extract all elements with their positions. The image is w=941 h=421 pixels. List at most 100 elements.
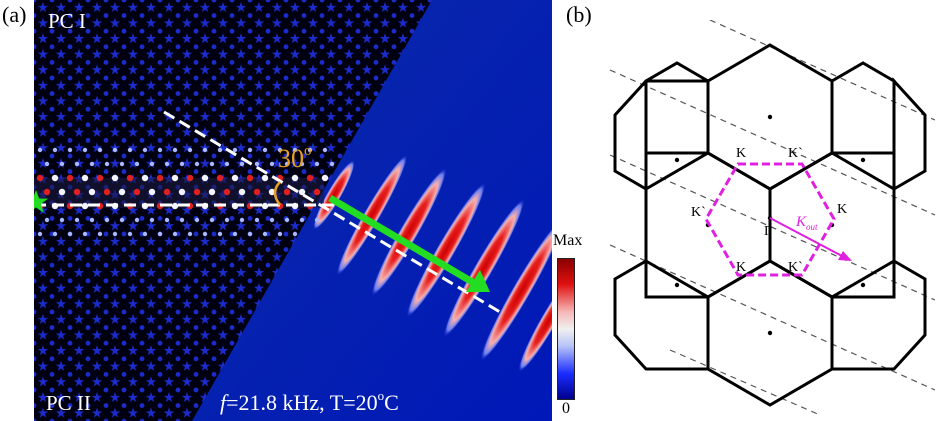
edge-field-dot: [141, 174, 149, 182]
edge-field-dot: [89, 161, 95, 167]
edge-field-dot: [254, 217, 260, 223]
edge-field-dot: [134, 217, 140, 223]
edge-field-dot: [261, 174, 269, 182]
edge-field-dot: [314, 161, 320, 167]
edge-field-dot: [88, 188, 96, 196]
edge-field-dot: [239, 217, 245, 223]
edge-field-dot: [164, 217, 170, 223]
edge-field-dot: [37, 147, 43, 153]
edge-field-dot: [96, 174, 104, 182]
k-out-label: Kout: [795, 214, 818, 232]
k-point-label: K: [837, 202, 847, 217]
edge-field-dot: [134, 161, 140, 167]
gamma-point-label: Γ: [764, 224, 772, 239]
edge-field-dot: [81, 174, 89, 182]
edge-field-dot: [283, 188, 291, 196]
edge-field-dot: [172, 231, 178, 237]
edge-field-dot: [126, 174, 134, 182]
edge-field-dot: [232, 231, 238, 237]
edge-field-dot: [157, 147, 163, 153]
edge-field-dot: [284, 217, 290, 223]
edge-field-dot: [118, 188, 126, 196]
colorbar: [557, 258, 575, 400]
edge-field-dot: [194, 217, 200, 223]
edge-field-dot: [58, 188, 66, 196]
edge-field-dot: [209, 217, 215, 223]
edge-field-dot: [112, 231, 118, 237]
edge-field-dot: [313, 188, 321, 196]
angle-arc: [273, 181, 282, 206]
edge-field-dot: [224, 161, 230, 167]
edge-field-dot: [142, 231, 148, 237]
edge-field-dot: [66, 174, 74, 182]
edge-field-dot: [224, 217, 230, 223]
edge-field-dot: [179, 217, 185, 223]
colorbar-min-label: 0: [562, 400, 570, 417]
edge-field-dot: [217, 231, 223, 237]
edge-field-dot: [284, 161, 290, 167]
k-prime-point-label: K`: [691, 205, 706, 220]
edge-field-dot: [193, 188, 201, 196]
edge-field-dot: [232, 147, 238, 153]
edge-field-dot: [103, 188, 111, 196]
edge-field-dot: [208, 188, 216, 196]
edge-field-dot: [148, 188, 156, 196]
edge-field-dot: [217, 147, 223, 153]
edge-field-dot: [246, 174, 254, 182]
edge-field-dot: [119, 161, 125, 167]
edge-field-dot: [299, 161, 305, 167]
edge-field-dot: [298, 188, 306, 196]
edge-field-dot: [231, 174, 239, 182]
edge-field-dot: [262, 147, 268, 153]
edge-field-dot: [44, 217, 50, 223]
edge-field-dot: [112, 147, 118, 153]
edge-field-dot: [223, 188, 231, 196]
edge-field-dot: [44, 161, 50, 167]
edge-field-dot: [104, 161, 110, 167]
panel-b-label: (b): [566, 2, 592, 27]
edge-field-dot: [156, 174, 164, 182]
edge-field-dot: [127, 147, 133, 153]
region-pc1-label: PC I: [48, 9, 86, 33]
refraction-arrow: [328, 194, 490, 292]
edge-field-dot: [111, 174, 119, 182]
edge-field-dot: [43, 188, 51, 196]
edge-field-dot: [202, 231, 208, 237]
edge-field-dot: [201, 174, 209, 182]
edge-field-dot: [119, 217, 125, 223]
edge-field-dot: [322, 147, 328, 153]
edge-field-dot: [51, 174, 59, 182]
edge-field-dot: [157, 231, 163, 237]
k-prime-point-label: K`: [788, 146, 803, 161]
wave-lobes: [313, 154, 552, 373]
edge-field-dot: [171, 174, 179, 182]
edge-field-dot: [52, 147, 58, 153]
edge-dots: [36, 147, 335, 237]
field-map: PC I PC II 30o f=21.8 kHz, T=20oC: [34, 0, 552, 421]
edge-field-dot: [37, 231, 43, 237]
edge-field-dot: [209, 161, 215, 167]
condition-label: f=21.8 kHz, T=20oC: [220, 388, 399, 415]
edge-field-dot: [247, 147, 253, 153]
panel-a-label: (a): [2, 2, 27, 27]
hexagon-lattice: [613, 43, 927, 407]
edge-field-dot: [186, 174, 194, 182]
edge-field-dot: [202, 147, 208, 153]
edge-field-dot: [179, 161, 185, 167]
edge-field-dot: [163, 188, 171, 196]
edge-field-dot: [81, 202, 89, 210]
edge-field-dot: [82, 231, 88, 237]
edge-field-dot: [194, 161, 200, 167]
edge-field-dot: [97, 147, 103, 153]
edge-field-dot: [142, 147, 148, 153]
edge-field-dot: [89, 217, 95, 223]
edge-field-dot: [73, 188, 81, 196]
edge-field-dot: [82, 147, 88, 153]
edge-field-dot: [36, 174, 44, 182]
edge-field-dot: [59, 161, 65, 167]
edge-field-dot: [178, 188, 186, 196]
k-point-label: K: [736, 260, 746, 275]
edge-field-dot: [329, 161, 335, 167]
edge-field-dot: [187, 147, 193, 153]
edge-field-dot: [269, 161, 275, 167]
